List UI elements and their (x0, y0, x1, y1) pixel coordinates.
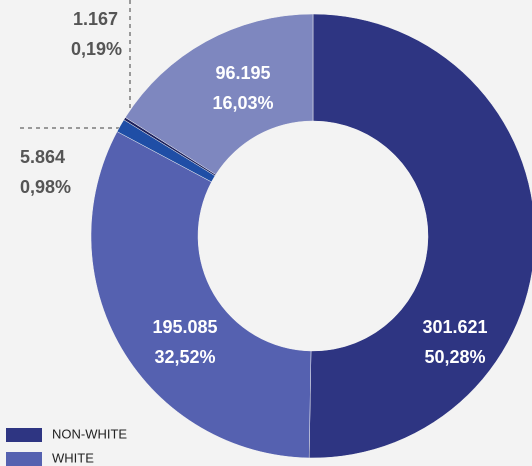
percent-label: 50,28% (424, 347, 485, 367)
legend-label: NON-WHITE (52, 426, 127, 441)
donut-segment (90, 131, 312, 459)
value-label: 195.085 (152, 317, 217, 337)
legend-swatch (6, 452, 42, 466)
value-label: 96.195 (215, 63, 270, 83)
percent-label: 0,98% (20, 177, 71, 197)
donut-segment (124, 13, 314, 175)
value-label: 1.167 (73, 9, 118, 29)
legend-swatch (6, 428, 42, 442)
percent-label: 0,19% (71, 39, 122, 59)
value-label: 5.864 (20, 147, 65, 167)
legend-label: WHITE (52, 450, 94, 465)
percent-label: 32,52% (154, 347, 215, 367)
percent-label: 16,03% (212, 93, 273, 113)
value-label: 301.621 (422, 317, 487, 337)
donut-segment (308, 13, 532, 459)
